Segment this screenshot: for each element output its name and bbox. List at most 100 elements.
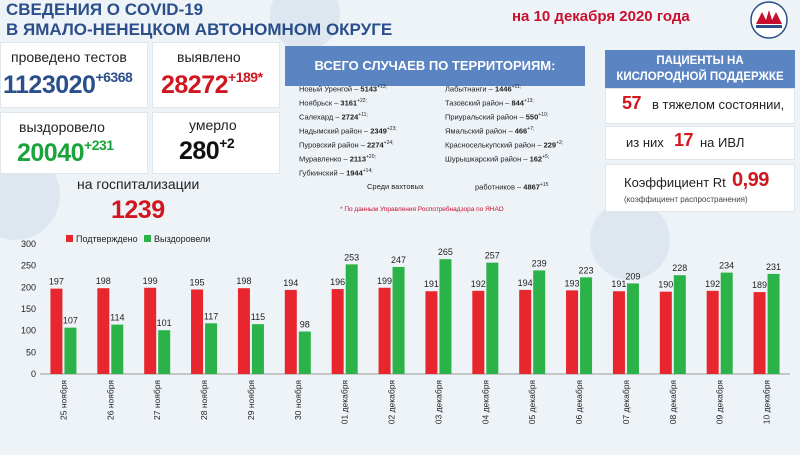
- background-decoration: [590, 200, 670, 280]
- confirmed-bar: [50, 288, 63, 374]
- confirmed-bar: [472, 290, 485, 374]
- bar-value-label: 253: [344, 252, 359, 262]
- x-tick-label: 27 ноября: [152, 380, 162, 420]
- territory-value: 2724: [341, 112, 359, 122]
- territory-value: 550: [525, 112, 539, 122]
- oxygen-heading-line1: ПАЦИЕНТЫ НА: [656, 55, 744, 67]
- recovered-bar: [533, 270, 546, 374]
- legend-swatch: [144, 235, 151, 242]
- territories-panel: ВСЕГО СЛУЧАЕВ ПО ТЕРРИТОРИЯМ: Новый Урен…: [285, 42, 585, 200]
- severe-label: в тяжелом состоянии,: [652, 97, 785, 112]
- territory-name: Лабытнанги –: [445, 84, 495, 94]
- confirmed-bar: [97, 288, 110, 374]
- territory-delta: +5;: [542, 154, 550, 160]
- bar-value-label: 107: [63, 316, 78, 326]
- territory-value: 1944: [346, 168, 363, 178]
- territory-value: 2274: [366, 140, 384, 150]
- bar-value-label: 197: [49, 277, 64, 287]
- territory-item: Тазовский район – 844+13;: [445, 98, 534, 108]
- recovered-bar: [345, 264, 358, 374]
- x-tick-label: 28 ноября: [199, 380, 209, 420]
- bar-value-label: 199: [143, 276, 158, 286]
- recovered-bar: [64, 327, 77, 374]
- bar-value-label: 189: [752, 280, 767, 290]
- hospitalized-value: 1239: [111, 196, 165, 224]
- x-tick-label: 26 ноября: [105, 380, 115, 420]
- confirmed-bar: [519, 289, 532, 374]
- recovered-bar: [580, 277, 593, 374]
- tests-label: проведено тестов: [11, 49, 127, 65]
- territory-delta: +11;: [511, 84, 522, 90]
- bar-value-label: 234: [719, 261, 734, 271]
- legend-label: Подтверждено: [76, 234, 138, 244]
- bar-value-label: 198: [96, 276, 111, 286]
- confirmed-bar: [237, 288, 250, 374]
- bar-value-label: 209: [625, 271, 640, 281]
- territory-delta: +11;: [358, 112, 368, 118]
- territory-item: Муравленко – 2113+20;: [299, 154, 376, 164]
- territory-item: Красноселькупский район – 229+2;: [445, 140, 563, 150]
- detected-label: выявлено: [177, 49, 241, 65]
- bar-value-label: 191: [424, 279, 439, 289]
- x-tick-label: 30 ноября: [293, 380, 303, 420]
- region-emblem-icon: [750, 1, 788, 39]
- y-tick-label: 200: [21, 282, 36, 292]
- bar-value-label: 192: [471, 279, 486, 289]
- y-tick-label: 100: [21, 326, 36, 336]
- bar-value-label: 101: [157, 318, 172, 328]
- shift-workers-label2: работников –: [475, 182, 524, 192]
- rt-label: Коэффициент Rt: [624, 175, 726, 190]
- daily-chart: 0 50 100 150 200 250 300 Подтверждено Выздоровел…: [0, 228, 800, 450]
- x-tick-label: 02 декабря: [387, 380, 397, 425]
- confirmed-bar: [191, 289, 204, 374]
- shift-workers-label: Среди вахтовых: [367, 182, 424, 191]
- territory-item: Надымский район – 2349+23;: [299, 126, 397, 136]
- territory-item: Ямальский район – 466+7;: [445, 126, 534, 136]
- territory-delta: +13;: [377, 84, 387, 90]
- territory-item: Приуральский район – 550+10;: [445, 112, 548, 122]
- bar-value-label: 257: [485, 251, 500, 261]
- ivl-value: 17: [674, 130, 694, 150]
- confirmed-bar: [144, 287, 157, 374]
- territory-value: 229: [543, 140, 557, 150]
- ivl-prefix: из них: [626, 135, 664, 150]
- territory-delta: +22;: [357, 98, 367, 104]
- bar-value-label: 194: [283, 278, 298, 288]
- territory-name: Губкинский –: [299, 168, 347, 178]
- territory-delta: +13;: [523, 98, 534, 104]
- recovered-bar: [158, 330, 171, 374]
- territory-name: Тазовский район –: [445, 98, 512, 108]
- territory-value: 3161: [340, 98, 358, 108]
- page-title: СВЕДЕНИЯ О COVID-19 В ЯМАЛО-НЕНЕЦКОМ АВТ…: [6, 0, 486, 40]
- territory-delta: +24;: [383, 140, 394, 146]
- bar-value-label: 192: [705, 279, 720, 289]
- tests-value: 1123020+6368: [3, 69, 133, 100]
- bar-value-label: 117: [204, 311, 218, 321]
- territory-delta: +23;: [386, 126, 397, 132]
- recovered-bar: [720, 272, 733, 374]
- x-tick-label: 10 декабря: [762, 380, 772, 425]
- y-tick-label: 150: [21, 304, 36, 314]
- confirmed-bar: [706, 290, 719, 374]
- y-tick-label: 0: [31, 369, 36, 379]
- territory-name: Ноябрьск –: [299, 98, 341, 108]
- recovered-label: выздоровело: [19, 119, 105, 135]
- bar-value-label: 194: [518, 278, 533, 288]
- rt-card: Коэффициент Rt 0,99 (коэффициент распрос…: [605, 164, 795, 212]
- recovered-bar: [205, 323, 218, 374]
- x-tick-label: 09 декабря: [715, 380, 725, 425]
- oxygen-heading-line2: КИСЛОРОДНОЙ ПОДДЕРЖКЕ: [616, 71, 784, 83]
- x-tick-label: 25 ноября: [58, 380, 68, 420]
- territory-delta: +20;: [366, 154, 376, 160]
- territory-delta: +2;: [556, 140, 564, 146]
- x-tick-label: 01 декабря: [340, 380, 350, 425]
- territory-value: 5143: [360, 84, 378, 94]
- territory-name: Приуральский район –: [445, 112, 526, 122]
- bar-value-label: 190: [658, 280, 673, 290]
- detected-delta: +189*: [228, 69, 263, 85]
- recovered-bar: [392, 266, 405, 374]
- territory-value: 162: [529, 154, 543, 164]
- territory-name: Надымский район –: [299, 126, 371, 136]
- detected-card: выявлено 28272+189*: [152, 42, 280, 108]
- territory-name: Муравленко –: [299, 154, 350, 164]
